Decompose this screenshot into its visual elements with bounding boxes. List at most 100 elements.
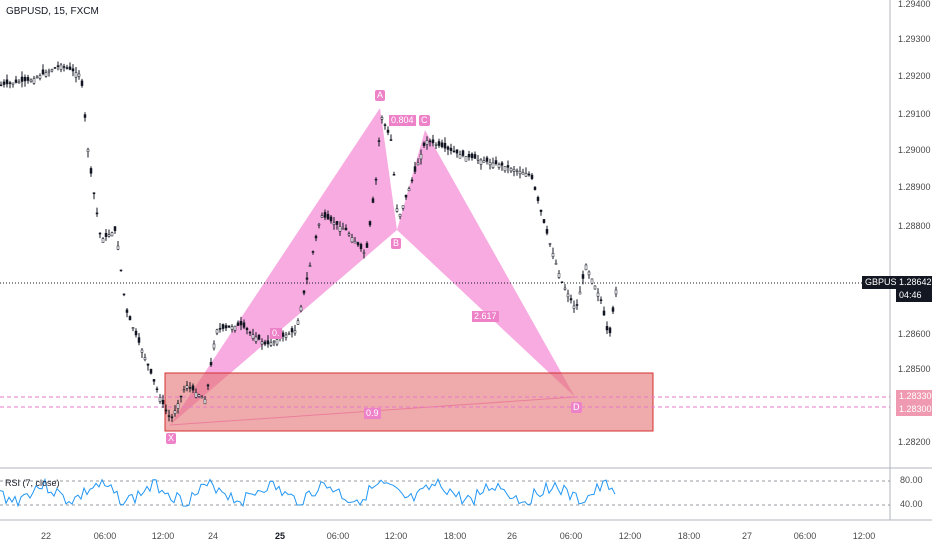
candle-body [260, 341, 264, 345]
candle-body [503, 166, 507, 172]
time-tick: 12:00 [618, 531, 642, 541]
candle-body [215, 329, 219, 334]
ratio-ab-label: 0.804 [389, 115, 416, 126]
symbol-title[interactable]: GBPUSD, 15, FXCM [6, 6, 99, 17]
xab-triangle[interactable] [170, 108, 397, 425]
candle-body [119, 269, 123, 272]
candle-body [224, 325, 228, 329]
candle-body [29, 79, 33, 82]
candle-body [131, 327, 135, 329]
candle-body [467, 154, 471, 158]
candle-body [506, 165, 510, 168]
candle-body [344, 227, 348, 231]
candle-body [593, 285, 597, 290]
price-tick: 1.28500 [898, 364, 931, 374]
candle-body [398, 214, 402, 217]
rsi-label[interactable]: RSI (7, close) [5, 478, 60, 488]
candle-body [500, 162, 504, 166]
candle-body [236, 322, 240, 326]
candle-body [341, 227, 345, 230]
candle-body [338, 226, 342, 232]
candle-body [596, 292, 600, 297]
time-tick: 06:00 [326, 531, 350, 541]
candle-body [569, 298, 573, 301]
candle-body [110, 232, 114, 237]
candle-body [611, 307, 615, 312]
price-tick: 1.29200 [898, 71, 931, 81]
candle-body [566, 293, 570, 298]
candle-body [350, 237, 354, 243]
time-tick: 06:00 [559, 531, 583, 541]
candle-body [524, 173, 528, 177]
candle-body [416, 162, 420, 166]
candle-body [107, 234, 111, 237]
price-tick: 1.29400 [898, 0, 931, 9]
candle-body [149, 368, 153, 374]
point-a-label[interactable]: A [375, 90, 386, 101]
candle-body [329, 216, 333, 222]
candle-body [371, 198, 375, 203]
candle-body [209, 362, 213, 366]
point-d-label[interactable]: D [571, 402, 582, 413]
candle-body [461, 150, 465, 156]
candle-body [431, 139, 435, 144]
bcd-triangle[interactable] [397, 130, 575, 397]
point-b-label[interactable]: B [391, 238, 402, 249]
candle-body [446, 146, 450, 150]
candle-body [572, 305, 576, 309]
candle-body [233, 325, 237, 331]
candle-body [50, 69, 54, 72]
candle-body [419, 154, 423, 160]
candle-body [599, 299, 603, 301]
candle-body [32, 78, 36, 84]
candle-body [251, 334, 255, 339]
candle-body [584, 264, 588, 271]
candle-body [14, 79, 18, 83]
candle-body [383, 124, 387, 126]
candle-body [362, 252, 366, 254]
time-tick: 18:00 [443, 531, 467, 541]
candle-body [173, 410, 177, 414]
candle-body [257, 335, 261, 340]
candle-body [146, 363, 150, 366]
candle-body [284, 334, 288, 338]
point-x-label[interactable]: X [166, 433, 177, 444]
candle-body [11, 82, 15, 85]
candle-body [518, 171, 522, 175]
candle-body [353, 241, 357, 244]
candles [0, 61, 618, 422]
candle-body [575, 304, 579, 306]
rsi-line [0, 477, 616, 508]
candle-body [143, 357, 147, 360]
point-c-label[interactable]: C [419, 115, 430, 126]
price-tick: 1.29000 [898, 145, 931, 155]
candle-body [95, 212, 99, 215]
candle-body [323, 212, 327, 218]
candle-body [581, 274, 585, 279]
candle-body [539, 209, 543, 212]
candle-body [491, 162, 495, 168]
candle-body [326, 213, 330, 220]
candle-body [305, 277, 309, 280]
candle-body [392, 173, 396, 176]
candle-body [587, 271, 591, 276]
candle-body [179, 395, 183, 398]
candle-body [407, 188, 411, 192]
candle-body [590, 278, 594, 284]
candle-body [41, 69, 45, 75]
candle-body [614, 289, 618, 295]
candle-body [395, 208, 399, 212]
price-tick: 1.28600 [898, 329, 931, 339]
candle-body [365, 243, 369, 248]
candle-body [191, 385, 195, 391]
candle-body [203, 399, 207, 405]
candle-body [377, 140, 381, 142]
candle-body [380, 117, 384, 120]
candle-body [59, 64, 63, 70]
candle-body [476, 159, 480, 161]
last-price-tag: 1.28642 [896, 276, 932, 289]
candle-body [239, 321, 243, 326]
candle-body [287, 333, 291, 335]
candle-body [0, 84, 3, 87]
